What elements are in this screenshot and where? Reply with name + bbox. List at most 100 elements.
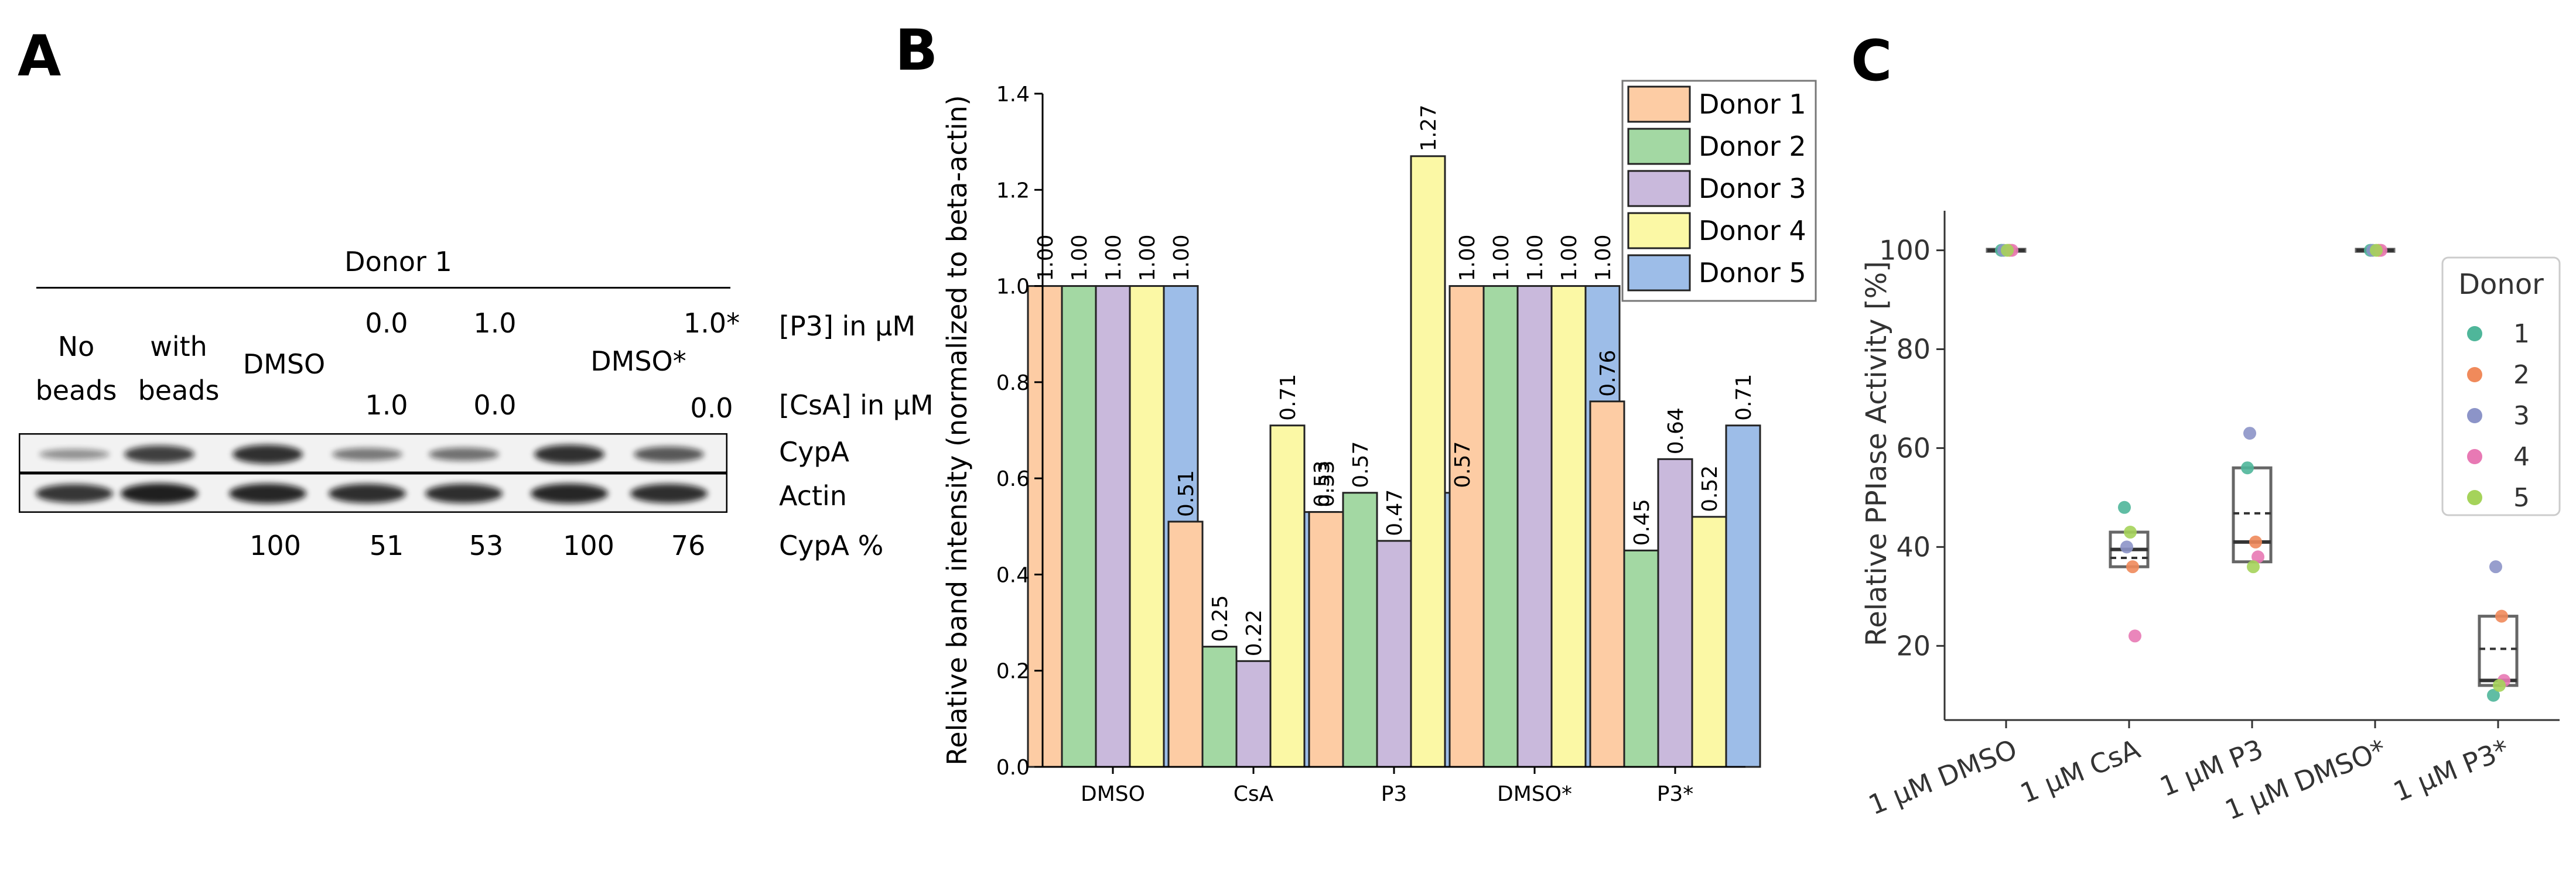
bar bbox=[1482, 285, 1519, 768]
legend-marker bbox=[2467, 367, 2482, 382]
bar bbox=[1027, 285, 1063, 768]
legend-label: 2 bbox=[2513, 360, 2530, 390]
p3-row-label: [P3] in μM bbox=[779, 310, 916, 342]
data-point bbox=[2370, 244, 2383, 257]
bar bbox=[1269, 424, 1306, 768]
y-tick-label: 20 bbox=[1896, 630, 1931, 662]
legend-swatch bbox=[1627, 128, 1691, 165]
x-tick-label: DMSO bbox=[1081, 782, 1145, 806]
y-tick-label: 80 bbox=[1896, 334, 1931, 365]
bar bbox=[1448, 285, 1485, 768]
cypa-percent: 51 bbox=[369, 530, 404, 561]
bar-value-label: 1.00 bbox=[1557, 234, 1581, 281]
bar-value-label: 0.57 bbox=[1349, 441, 1373, 488]
data-point bbox=[2243, 427, 2256, 440]
data-point bbox=[2118, 501, 2131, 514]
csa-row-label: [CsA] in μM bbox=[779, 389, 934, 421]
actin-band bbox=[630, 484, 708, 503]
bar-value-label: 0.71 bbox=[1732, 374, 1756, 421]
lane-label-line: beads bbox=[138, 375, 220, 406]
bar bbox=[1725, 424, 1761, 768]
lane-label-line: beads bbox=[35, 375, 117, 406]
actin-band bbox=[425, 484, 503, 503]
bar bbox=[1129, 285, 1165, 768]
bar bbox=[1550, 285, 1587, 768]
cypa-percent: 100 bbox=[563, 530, 614, 561]
x-tick-label: CsA bbox=[1234, 782, 1274, 806]
legend-title: Donor bbox=[2458, 268, 2544, 301]
donor-header: Donor 1 bbox=[344, 246, 452, 277]
legend-marker bbox=[2467, 326, 2482, 341]
bar-value-label: 0.22 bbox=[1242, 609, 1266, 656]
x-tick-label: P3* bbox=[1657, 782, 1694, 806]
x-tick-label: DMSO* bbox=[1497, 782, 1572, 806]
cypa-band bbox=[429, 447, 499, 461]
bar bbox=[1201, 646, 1238, 768]
bar bbox=[1691, 516, 1727, 768]
data-point bbox=[2247, 560, 2260, 574]
data-point bbox=[2252, 550, 2264, 564]
bar bbox=[1376, 540, 1412, 768]
bar-value-label: 0.71 bbox=[1276, 374, 1300, 421]
y-tick-label: 40 bbox=[1896, 531, 1931, 563]
actin-band bbox=[36, 484, 113, 503]
y-tick-label: 1.0 bbox=[996, 275, 1030, 299]
x-tick-label: P3 bbox=[1381, 782, 1407, 806]
blot-image bbox=[19, 433, 727, 513]
legend-label: 1 bbox=[2513, 319, 2530, 349]
bar-value-label: 1.00 bbox=[1136, 234, 1160, 281]
y-tick-label: 1.4 bbox=[996, 83, 1030, 107]
csa-value: 0.0 bbox=[473, 389, 517, 421]
bar-value-label: 0.53 bbox=[1310, 460, 1334, 507]
legend-label: Donor 4 bbox=[1699, 215, 1806, 246]
bar-value-label: 0.57 bbox=[1451, 441, 1475, 488]
data-point bbox=[2120, 540, 2133, 554]
bar-value-label: 0.52 bbox=[1698, 465, 1722, 512]
lane-label-2: DMSO bbox=[242, 348, 326, 380]
cypa-band bbox=[634, 446, 704, 462]
cypa-bands bbox=[39, 444, 704, 464]
legend-marker bbox=[2467, 408, 2482, 423]
cypa-band bbox=[124, 445, 194, 463]
lane-label-line: with bbox=[150, 331, 207, 362]
legend-swatch bbox=[1627, 85, 1691, 123]
cypa-band bbox=[534, 444, 604, 464]
csa-value: 1.0 bbox=[365, 389, 408, 421]
bar bbox=[1235, 660, 1272, 768]
data-point bbox=[2001, 244, 2014, 257]
legend-marker bbox=[2467, 490, 2482, 505]
cypa-band bbox=[39, 449, 110, 460]
bar-value-label: 1.00 bbox=[1102, 234, 1126, 281]
bar-value-label: 1.27 bbox=[1417, 105, 1441, 152]
csa-value: 0.0 bbox=[690, 392, 733, 424]
data-point bbox=[2487, 688, 2500, 702]
data-point bbox=[2241, 461, 2254, 475]
y-tick-label: 100 bbox=[1879, 235, 1931, 266]
legend-label: Donor 2 bbox=[1699, 131, 1806, 162]
legend-label: 5 bbox=[2513, 483, 2530, 513]
actin-row-label: Actin bbox=[779, 480, 847, 512]
y-axis-label: Relative PPIase Activity [%] bbox=[1860, 261, 1893, 646]
actin-bands bbox=[36, 483, 708, 504]
bar bbox=[1061, 285, 1097, 768]
bar bbox=[1342, 492, 1378, 768]
bar-value-label: 0.64 bbox=[1664, 407, 1688, 454]
panel-label-a: A bbox=[18, 23, 62, 89]
bar-value-label: 1.00 bbox=[1456, 234, 1480, 281]
donor-header-line bbox=[36, 287, 730, 289]
y-tick-label: 0.8 bbox=[996, 371, 1030, 395]
legend-label: Donor 3 bbox=[1699, 173, 1806, 204]
cypa-percent-row-label: CypA % bbox=[779, 530, 884, 561]
y-tick-label: 0.4 bbox=[996, 563, 1030, 587]
bar bbox=[1095, 285, 1131, 768]
data-point bbox=[2495, 609, 2508, 623]
bar-value-label: 0.53 bbox=[1315, 460, 1339, 507]
legend-label: Donor 5 bbox=[1699, 257, 1806, 289]
cypa-percent: 76 bbox=[671, 530, 706, 561]
y-axis-label: Relative band intensity (normalized to b… bbox=[941, 95, 973, 765]
bar-value-label: 1.00 bbox=[1523, 234, 1547, 281]
actin-band bbox=[229, 484, 306, 503]
bar-value-label: 1.00 bbox=[1170, 234, 1194, 281]
bar-value-label: 0.51 bbox=[1174, 470, 1198, 517]
bar bbox=[1589, 400, 1625, 768]
